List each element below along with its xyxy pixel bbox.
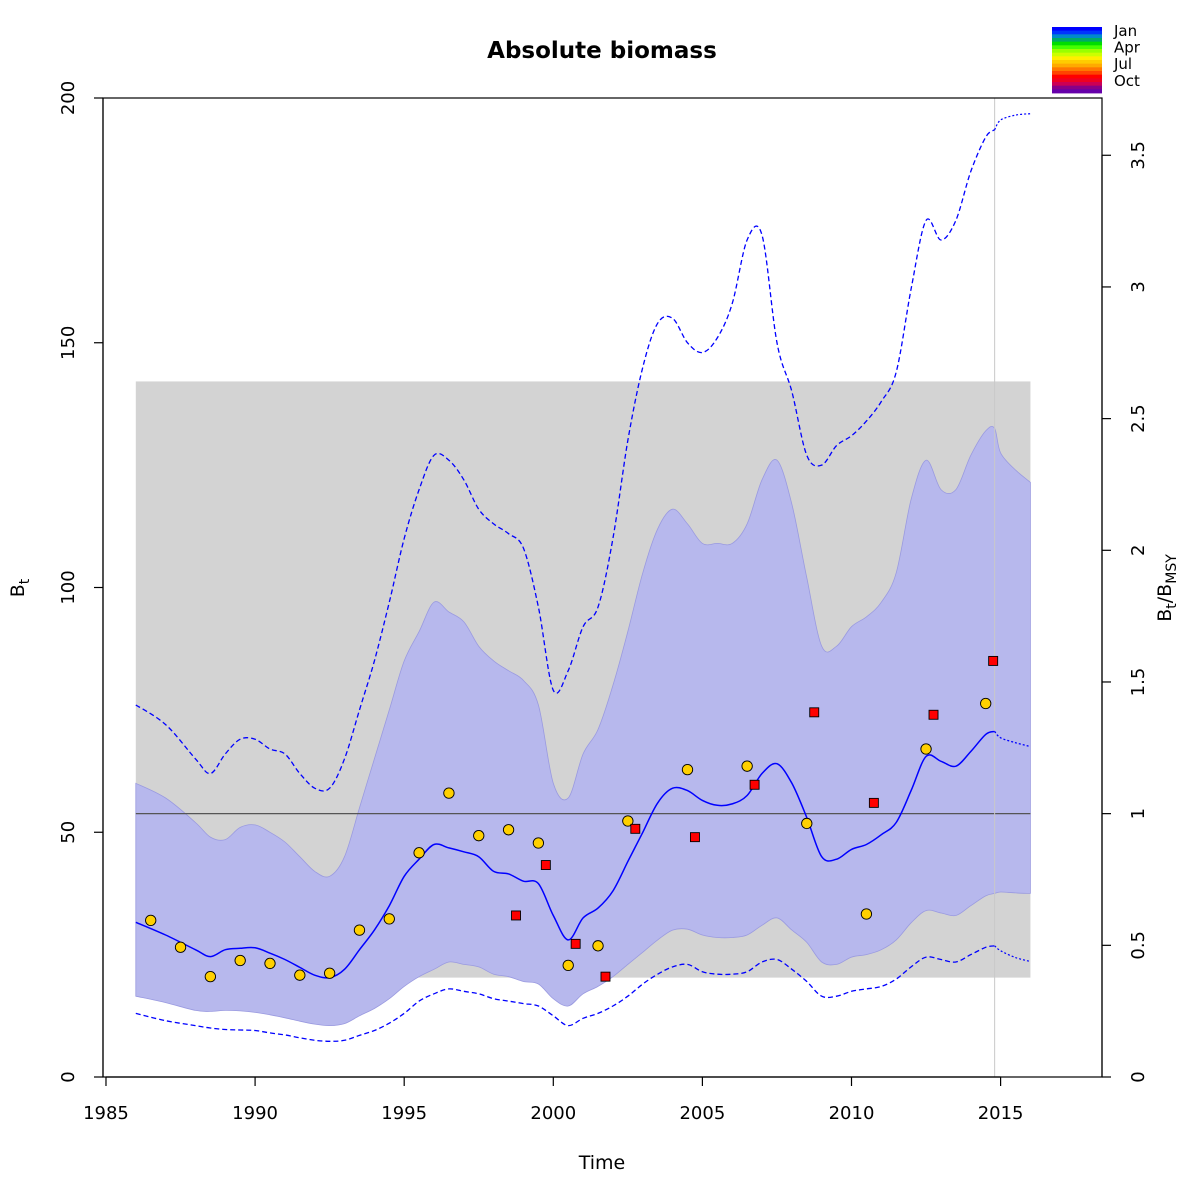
index2-point xyxy=(749,779,760,790)
chart-title: Absolute biomass xyxy=(487,38,717,64)
y-tick-label: 200 xyxy=(58,81,79,115)
index1-point xyxy=(473,830,485,842)
legend-color-swatch xyxy=(1052,49,1102,54)
index1-point xyxy=(294,969,306,981)
index1-point xyxy=(383,913,395,925)
y2-tick-label: 0.5 xyxy=(1128,931,1149,960)
x-axis-label: Time xyxy=(578,1152,626,1174)
biomass-ci-band xyxy=(135,425,1031,1027)
index1-point xyxy=(532,837,545,849)
index1-point xyxy=(980,697,992,710)
index2-point xyxy=(570,938,581,949)
legend-month-label: Jan xyxy=(1113,22,1137,40)
y2-tick-label: 2 xyxy=(1128,545,1149,556)
y2-tick-label: 3 xyxy=(1128,281,1149,292)
x-tick-label: 2005 xyxy=(679,1103,725,1124)
index1-point xyxy=(860,908,873,920)
index2-point xyxy=(868,797,879,808)
index1-point xyxy=(145,914,157,927)
x-tick-label: 2010 xyxy=(829,1103,875,1124)
index2-point xyxy=(928,709,939,720)
index2-point xyxy=(600,971,611,982)
biomass-estimate-line xyxy=(135,730,995,979)
y-tick-label: 0 xyxy=(58,1071,79,1082)
y-tick-label: 50 xyxy=(58,821,79,844)
x-tick-label: 2015 xyxy=(978,1103,1024,1124)
index1-point xyxy=(681,763,694,776)
index1-point xyxy=(801,817,813,830)
prediction-interval-upper-line xyxy=(135,129,996,792)
index2-point xyxy=(630,823,641,834)
legend-color-swatch xyxy=(1052,63,1102,68)
index2-point xyxy=(809,707,820,718)
legend-color-swatch xyxy=(1052,82,1102,87)
y2-tick-label: 2.5 xyxy=(1128,404,1149,433)
legend-color-swatch xyxy=(1052,74,1102,79)
legend-color-swatch xyxy=(1052,85,1102,90)
plot-area xyxy=(135,98,1031,1077)
legend-color-swatch xyxy=(1052,38,1102,43)
x-tick-label: 2000 xyxy=(530,1103,576,1124)
legend-color-swatch xyxy=(1052,45,1102,50)
index1-point xyxy=(264,957,276,970)
y-axis-label: Bt xyxy=(7,578,33,597)
index1-point xyxy=(622,815,634,827)
legend-month-label: Apr xyxy=(1114,39,1141,57)
legend-color-swatch xyxy=(1052,60,1102,65)
index1-point xyxy=(443,787,455,799)
y-tick-label: 150 xyxy=(58,326,79,360)
index2-point xyxy=(540,860,551,870)
legend-color-swatch xyxy=(1052,67,1102,72)
index1-point xyxy=(741,760,753,772)
y2-tick-label: 3.5 xyxy=(1128,141,1149,170)
biomass-forecast-line xyxy=(994,730,1031,748)
x-tick-label: 1995 xyxy=(381,1103,427,1124)
index1-point xyxy=(592,940,604,952)
x-tick-label: 1985 xyxy=(83,1103,129,1124)
index1-point xyxy=(413,847,425,859)
legend-color-swatch xyxy=(1052,56,1102,61)
y2-tick-label: 0 xyxy=(1128,1071,1149,1082)
axes: 1985 1990 1995 2000 2005 2010 2015050100150200… xyxy=(58,81,1149,1124)
legend-color-swatch xyxy=(1052,89,1102,94)
index1-point xyxy=(323,967,336,979)
legend-color-swatch xyxy=(1052,34,1102,39)
legend-month-label: Oct xyxy=(1114,72,1140,90)
index1-point xyxy=(174,941,187,953)
y-tick-label: 100 xyxy=(58,570,79,604)
forecast-pi-lower-line xyxy=(994,945,1031,963)
x-tick-label: 1990 xyxy=(232,1103,278,1124)
legend-month-label: Jul xyxy=(1113,55,1132,73)
index2-point xyxy=(988,655,999,666)
legend-color-swatch xyxy=(1052,52,1102,57)
legend-color-swatch xyxy=(1052,78,1102,83)
index2-point xyxy=(689,832,700,843)
index1-point xyxy=(204,971,217,983)
index2-point xyxy=(511,910,521,921)
index1-point xyxy=(353,924,366,936)
index1-point xyxy=(920,743,932,755)
forecast-pi-upper-line xyxy=(994,113,1031,131)
y2-tick-label: 1 xyxy=(1128,808,1149,819)
index1-point xyxy=(234,954,246,967)
legend-color-swatch xyxy=(1052,30,1102,35)
legend-color-swatch xyxy=(1052,41,1102,46)
y2-tick-label: 1.5 xyxy=(1128,668,1149,697)
y2-axis-label: Bt/BMSY xyxy=(1154,554,1180,622)
prediction-interval-lower-line xyxy=(135,945,995,1042)
legend-color-swatch xyxy=(1052,27,1102,32)
legend-color-swatch xyxy=(1052,71,1102,76)
index1-point xyxy=(562,959,574,972)
index1-point xyxy=(502,824,515,836)
